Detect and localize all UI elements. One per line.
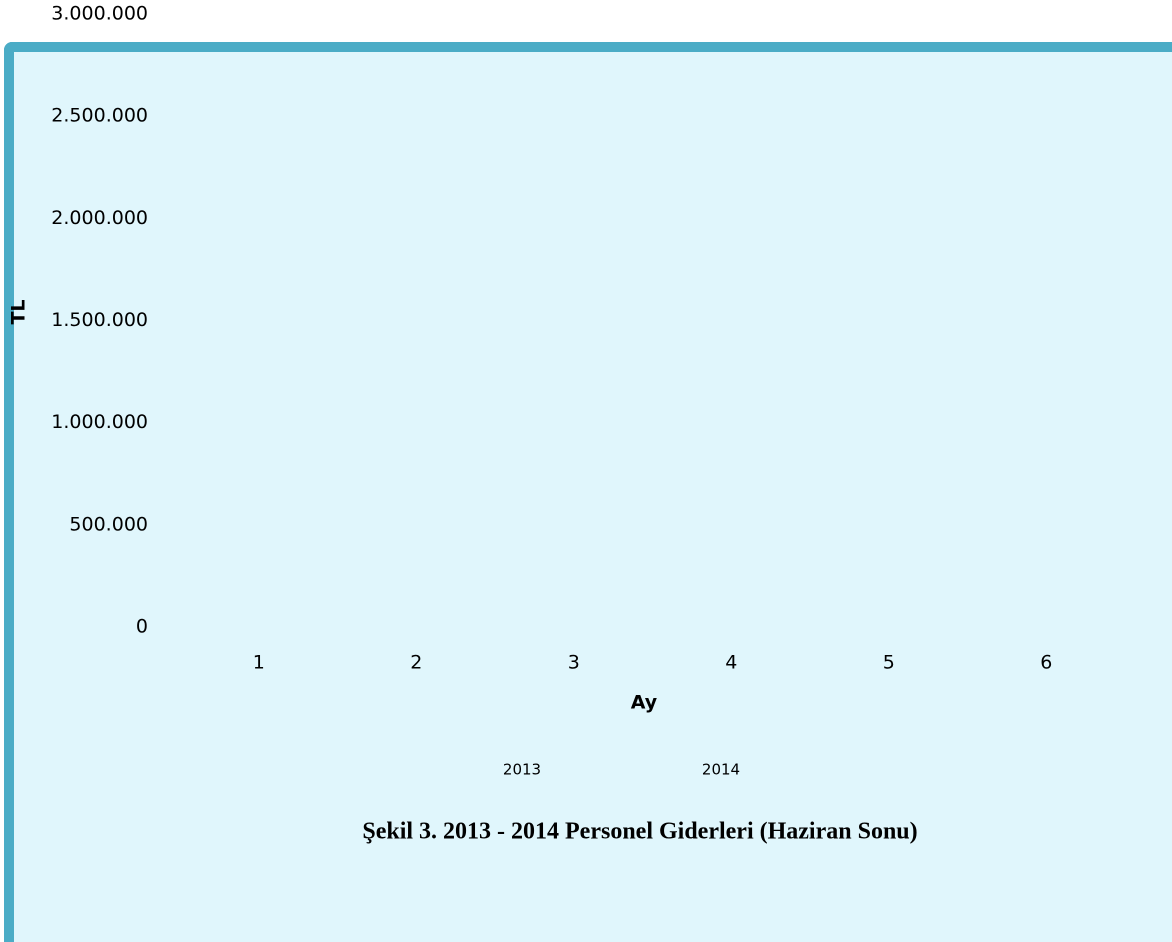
legend-item-2013: 2013 (503, 761, 541, 779)
x-tick-label: 2 (410, 652, 422, 674)
y-tick-label: 1.000.000 (51, 411, 148, 433)
y-tick-label: 0 (136, 616, 148, 638)
x-tick-label: 1 (253, 652, 265, 674)
x-axis-ticks: 1 2 3 4 5 6 (253, 652, 1053, 674)
y-tick-label: 1.500.000 (51, 309, 148, 331)
figure-caption: Şekil 3. 2013 - 2014 Personel Giderleri … (362, 819, 917, 845)
x-tick-label: 6 (1040, 652, 1052, 674)
y-tick-label: 2.500.000 (51, 105, 148, 127)
y-axis-title: TL (8, 299, 30, 324)
chart-frame (4, 42, 1172, 942)
x-tick-label: 5 (883, 652, 895, 674)
y-tick-label: 500.000 (69, 513, 148, 535)
x-tick-label: 4 (725, 652, 737, 674)
y-axis-ticks: 0 500.000 1.000.000 1.500.000 2.000.000 2.500… (51, 3, 148, 638)
y-tick-label: 3.000.000 (51, 3, 148, 25)
y-tick-label: 2.000.000 (51, 207, 148, 229)
legend-item-2014: 2014 (702, 761, 740, 779)
x-tick-label: 3 (568, 652, 580, 674)
x-axis-title: Ay (631, 692, 658, 714)
chart: 0 500.000 1.000.000 1.500.000 2.000.000 2.500… (8, 3, 1053, 845)
